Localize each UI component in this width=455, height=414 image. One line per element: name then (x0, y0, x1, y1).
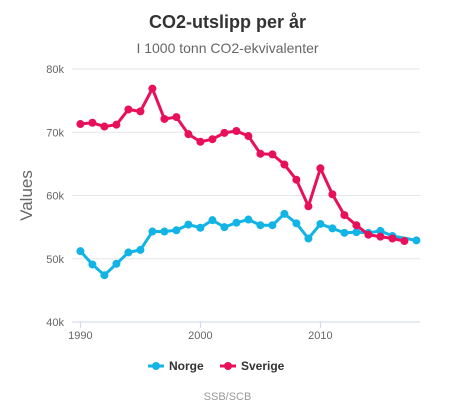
data-point[interactable] (124, 105, 133, 114)
data-point[interactable] (196, 137, 205, 146)
data-point[interactable] (184, 220, 193, 229)
data-point[interactable] (268, 221, 277, 230)
y-tick-label: 60k (46, 191, 64, 203)
data-point[interactable] (328, 224, 337, 233)
data-point[interactable] (160, 227, 169, 236)
data-point[interactable] (304, 202, 313, 211)
data-point[interactable] (244, 132, 253, 141)
y-tick-label: 50k (46, 254, 64, 266)
data-point[interactable] (88, 118, 97, 127)
data-point[interactable] (400, 237, 409, 246)
data-point[interactable] (124, 248, 133, 257)
data-point[interactable] (232, 218, 241, 227)
data-point[interactable] (76, 247, 85, 256)
data-point[interactable] (316, 219, 325, 228)
data-point[interactable] (376, 232, 385, 241)
data-point[interactable] (376, 226, 385, 235)
data-point[interactable] (88, 260, 97, 269)
data-point[interactable] (304, 234, 313, 243)
legend: Norge Sverige (148, 359, 285, 373)
chart-credits: SSB/SCB (203, 391, 252, 403)
data-point[interactable] (292, 219, 301, 228)
gridlines (72, 68, 420, 323)
series-norge (76, 209, 421, 280)
series-group (76, 84, 421, 280)
y-tick-label: 70k (46, 127, 64, 139)
y-axis-label: Values (17, 170, 36, 221)
data-point[interactable] (184, 130, 193, 139)
data-point[interactable] (136, 245, 145, 254)
data-point[interactable] (172, 226, 181, 235)
data-point[interactable] (220, 223, 229, 232)
data-point[interactable] (112, 259, 121, 268)
series-line (78, 87, 406, 243)
data-point[interactable] (352, 221, 361, 230)
legend-item-sverige[interactable]: Sverige (220, 359, 285, 373)
series-sverige (76, 84, 409, 246)
chart-subtitle: I 1000 tonn CO2-ekvivalenter (136, 40, 319, 56)
legend-label: Sverige (241, 359, 285, 373)
data-point[interactable] (316, 164, 325, 173)
data-point[interactable] (256, 221, 265, 230)
data-point[interactable] (340, 211, 349, 220)
chart-title: CO2-utslipp per år (148, 12, 307, 32)
data-point[interactable] (280, 209, 289, 218)
legend-label: Norge (169, 359, 204, 373)
data-point[interactable] (280, 160, 289, 169)
data-point[interactable] (256, 149, 265, 158)
data-point[interactable] (388, 234, 397, 243)
x-tick-label: 1990 (68, 330, 92, 342)
series-line (78, 212, 418, 277)
data-point[interactable] (100, 122, 109, 131)
data-point[interactable] (208, 135, 217, 144)
data-point[interactable] (100, 271, 109, 280)
data-point[interactable] (160, 114, 169, 123)
data-point[interactable] (172, 113, 181, 122)
y-axis: 40k 50k 60k 70k 80k (46, 64, 64, 329)
data-point[interactable] (196, 223, 205, 232)
data-point[interactable] (352, 228, 361, 237)
data-point[interactable] (340, 228, 349, 237)
legend-marker (224, 362, 232, 370)
legend-marker (152, 362, 160, 370)
x-tick-label: 2000 (188, 330, 212, 342)
data-point[interactable] (76, 120, 85, 129)
data-point[interactable] (232, 126, 241, 135)
data-point[interactable] (112, 120, 121, 129)
data-point[interactable] (244, 215, 253, 224)
data-point[interactable] (328, 190, 337, 199)
data-point[interactable] (208, 216, 217, 225)
data-point[interactable] (292, 175, 301, 184)
data-point[interactable] (220, 128, 229, 137)
x-axis: 1990 2000 2010 (68, 321, 420, 342)
y-tick-label: 40k (46, 317, 64, 329)
data-point[interactable] (148, 227, 157, 236)
data-point[interactable] (136, 107, 145, 116)
x-tick-label: 2010 (308, 330, 332, 342)
data-point[interactable] (268, 150, 277, 159)
data-point[interactable] (364, 230, 373, 239)
data-point[interactable] (148, 84, 157, 93)
y-tick-label: 80k (46, 64, 64, 76)
data-point[interactable] (412, 236, 421, 245)
legend-item-norge[interactable]: Norge (148, 359, 204, 373)
